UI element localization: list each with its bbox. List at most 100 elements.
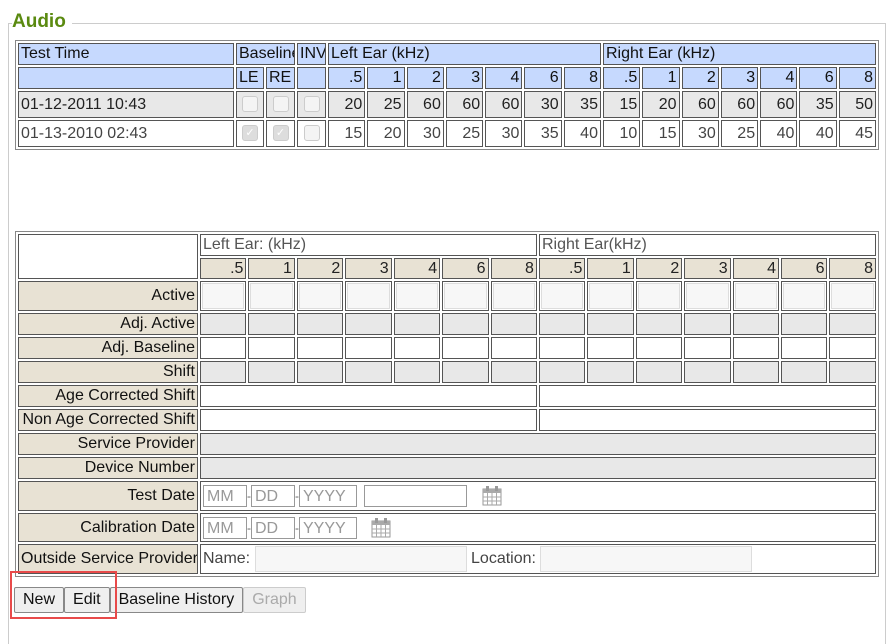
test-date-day[interactable]: DD xyxy=(251,485,295,507)
test-date-month[interactable]: MM xyxy=(203,485,247,507)
active-input[interactable] xyxy=(831,283,874,309)
active-input[interactable] xyxy=(540,283,584,309)
right-ear-value: 60 xyxy=(720,91,759,118)
calibration-date-month[interactable]: MM xyxy=(203,516,247,539)
freq-header-left: 1 xyxy=(248,258,295,279)
adj-baseline-right xyxy=(635,337,683,359)
adj-active-right xyxy=(684,313,731,335)
adj-active-left xyxy=(200,313,247,335)
header-right-ear: Right Ear (kHz) xyxy=(602,43,876,65)
shift-right xyxy=(587,361,634,383)
active-input[interactable] xyxy=(783,283,826,309)
calendar-icon[interactable] xyxy=(482,486,502,506)
re-cell xyxy=(266,91,295,118)
baseline-history-button[interactable]: Baseline History xyxy=(109,587,244,613)
active-right xyxy=(684,281,731,311)
adj-active-right xyxy=(781,313,828,335)
history-row[interactable]: 01-13-2010 02:43 ✓ ✓ 15 20 30 25 30 35 40 10 15 30 25… xyxy=(18,120,876,147)
blank-cell xyxy=(18,67,234,89)
freq-header-left: 3 xyxy=(345,258,392,279)
shift-left xyxy=(296,361,344,383)
active-input[interactable] xyxy=(734,283,778,309)
active-input[interactable] xyxy=(347,283,390,309)
new-button[interactable]: New xyxy=(14,587,65,613)
active-input[interactable] xyxy=(250,283,293,309)
active-input[interactable] xyxy=(686,283,729,309)
active-input[interactable] xyxy=(202,283,245,309)
row-label-age-corrected: Age Corrected Shift xyxy=(18,385,198,407)
active-right xyxy=(538,281,586,311)
freq-header-left: 2 xyxy=(406,67,444,89)
active-input[interactable] xyxy=(395,283,439,309)
left-ear-value: 20 xyxy=(367,120,405,147)
right-ear-value: 10 xyxy=(602,120,641,147)
freq-header-left: 8 xyxy=(490,258,537,279)
re-checkbox: ✓ xyxy=(272,125,289,142)
audiogram-entry-table: Left Ear: (kHz) Right Ear(kHz) .5 1 2 3 4 6 8.… xyxy=(15,231,879,577)
test-time-input[interactable] xyxy=(364,485,468,507)
inv-cell xyxy=(297,120,326,147)
device-number-field[interactable] xyxy=(200,457,876,479)
active-input[interactable] xyxy=(298,283,342,309)
header-le: LE xyxy=(236,67,264,89)
inv-checkbox xyxy=(303,125,320,142)
calibration-date-day[interactable]: DD xyxy=(251,516,295,539)
calibration-date-cell: MM - DD - YYYY xyxy=(200,513,876,542)
shift-right xyxy=(635,361,683,383)
right-ear-value: 15 xyxy=(602,91,641,118)
freq-header-left: 6 xyxy=(442,258,489,279)
active-input[interactable] xyxy=(589,283,632,309)
freq-header-left: 4 xyxy=(485,67,523,89)
right-ear-value: 40 xyxy=(799,120,837,147)
adj-baseline-right xyxy=(587,337,634,359)
freq-header-left: 6 xyxy=(524,67,562,89)
outside-provider-name-input[interactable] xyxy=(254,546,467,572)
audio-fieldset xyxy=(8,23,886,644)
freq-header-right: 4 xyxy=(760,67,798,89)
freq-header-left: 1 xyxy=(367,67,405,89)
freq-header-left: 4 xyxy=(393,258,441,279)
inv-checkbox xyxy=(303,96,320,113)
freq-header-right: 1 xyxy=(642,67,680,89)
history-row[interactable]: 01-12-2011 10:43 20 25 60 60 60 30 35 15 20 60 60 60… xyxy=(18,91,876,118)
edit-button[interactable]: Edit xyxy=(64,587,110,613)
active-input[interactable] xyxy=(637,283,681,309)
service-provider-field[interactable] xyxy=(200,433,876,455)
adj-baseline-right xyxy=(829,337,876,359)
left-ear-label: Left Ear: (kHz) xyxy=(200,234,537,256)
freq-header-left: .5 xyxy=(200,258,247,279)
adj-active-left xyxy=(442,313,489,335)
freq-header-right: 4 xyxy=(732,258,780,279)
adj-active-right xyxy=(587,313,634,335)
outside-provider-cell: Name: Location: xyxy=(200,544,876,574)
active-input[interactable] xyxy=(444,283,487,309)
test-time: 01-13-2010 02:43 xyxy=(18,120,234,147)
blank-cell xyxy=(18,234,198,279)
calendar-icon[interactable] xyxy=(371,517,391,538)
non-age-corrected-right xyxy=(538,409,876,431)
adj-active-right xyxy=(732,313,780,335)
freq-header-right: 3 xyxy=(720,67,759,89)
shift-right xyxy=(684,361,731,383)
calibration-date-year[interactable]: YYYY xyxy=(299,516,357,539)
adj-active-left xyxy=(393,313,441,335)
le-cell xyxy=(236,91,264,118)
active-left xyxy=(393,281,441,311)
outside-provider-location-input[interactable] xyxy=(540,546,753,572)
adj-baseline-left xyxy=(248,337,295,359)
test-date-year[interactable]: YYYY xyxy=(299,485,357,507)
shift-right xyxy=(829,361,876,383)
active-right xyxy=(635,281,683,311)
freq-header-right: 6 xyxy=(799,67,837,89)
row-label-service-provider: Service Provider xyxy=(18,433,198,455)
name-label: Name: xyxy=(203,550,251,568)
right-ear-value: 30 xyxy=(681,120,719,147)
active-input[interactable] xyxy=(492,283,535,309)
row-label-shift: Shift xyxy=(18,361,198,383)
shift-left xyxy=(442,361,489,383)
active-right xyxy=(732,281,780,311)
left-ear-value: 30 xyxy=(485,120,523,147)
le-checkbox xyxy=(242,96,258,113)
adj-baseline-right xyxy=(781,337,828,359)
le-checkbox: ✓ xyxy=(242,125,258,142)
